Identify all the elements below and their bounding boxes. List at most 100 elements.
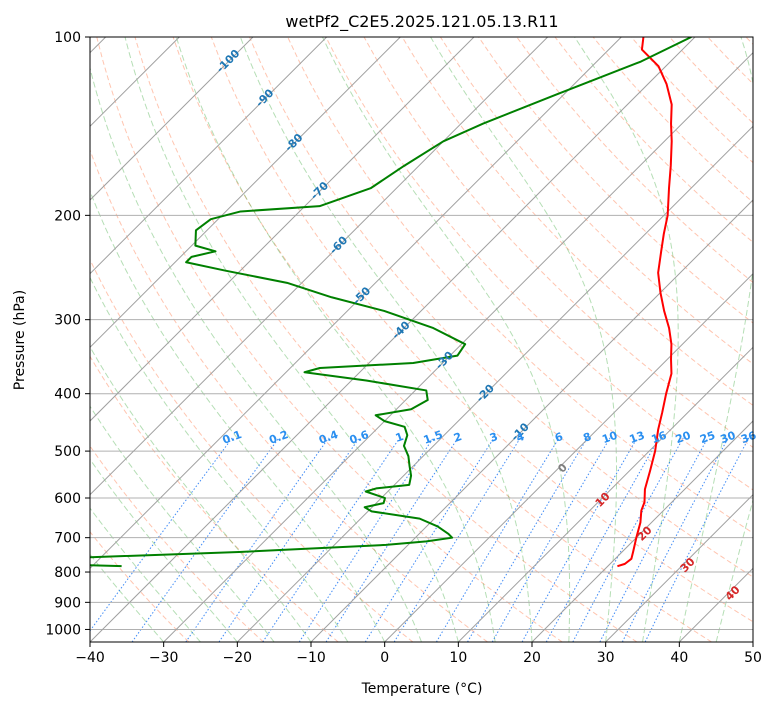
- x-tick-label: −40: [75, 650, 105, 666]
- y-axis: 100 200 300 400 500 600 700 800 900 1000: [45, 30, 90, 638]
- isotherm-gridline: [531, 420, 753, 642]
- mixing-ratio-label: 20: [674, 429, 693, 447]
- isotherm-gridline: [90, 37, 549, 496]
- x-tick-label: 40: [670, 650, 688, 666]
- y-tick-label: 700: [54, 531, 81, 547]
- mixing-ratio-line: [298, 437, 434, 642]
- mixing-ratio-label: 16: [650, 429, 669, 447]
- mixing-ratio-label: 3: [488, 430, 500, 445]
- y-tick-label: 300: [54, 313, 81, 329]
- y-tick-label: 200: [54, 208, 81, 224]
- moist-adiabat-line: [90, 405, 275, 642]
- grid-lines: [90, 37, 753, 642]
- mixing-ratio-label: 36: [739, 429, 758, 447]
- dry-adiabat-line: [325, 37, 753, 491]
- dry-adiabats: [90, 37, 753, 642]
- x-tick-label: −10: [296, 650, 326, 666]
- mixing-ratio-label: 6: [553, 430, 565, 445]
- moist-adiabat-line: [90, 507, 201, 642]
- moist-adiabat-line: [678, 37, 753, 642]
- isotherm-gridline: [457, 346, 753, 642]
- mixing-ratio-label: 0.1: [221, 428, 244, 447]
- mixing-ratio-label: 13: [628, 429, 647, 446]
- mixing-ratio-line: [621, 437, 729, 642]
- isotherm-gridline: [90, 37, 401, 349]
- isotherm-gridline: [163, 51, 753, 642]
- mixing-ratio-label: 0.6: [348, 428, 371, 447]
- y-axis-label: Pressure (hPa): [12, 290, 28, 390]
- isotherm-gridline: [90, 37, 696, 642]
- isotherm-gridline: [310, 199, 753, 642]
- moist-adiabat-line: [90, 276, 349, 642]
- dry-adiabat-line: [134, 37, 638, 642]
- mixing-ratio-line: [545, 437, 660, 642]
- mixing-ratio-label: 25: [698, 429, 717, 446]
- moist-adiabat-line: [322, 37, 571, 642]
- moist-adiabat-line: [90, 458, 238, 642]
- mixing-ratio-line: [435, 437, 560, 642]
- y-tick-label: 900: [54, 595, 81, 611]
- moist-adiabat-line: [90, 189, 386, 642]
- y-tick-label: 400: [54, 387, 81, 403]
- y-tick-label: 500: [54, 444, 81, 460]
- mixing-ratio-line: [491, 437, 611, 642]
- dry-adiabat-line: [90, 355, 339, 642]
- dry-adiabat-line: [516, 37, 753, 284]
- y-tick-label: 600: [54, 491, 81, 507]
- mixing-ratio-label: 0.2: [267, 428, 290, 447]
- mixing-ratio-label: 30: [719, 429, 738, 447]
- x-tick-label: −30: [149, 650, 179, 666]
- chart-title: wetPf2_C2E5.2025.121.05.13.R11: [285, 12, 558, 32]
- isotherm-gridline: [90, 37, 328, 275]
- mixing-ratio-line: [218, 437, 360, 642]
- isotherm-gridline: [90, 37, 622, 570]
- x-tick-label: 50: [744, 650, 762, 666]
- isotherm-gridline: [90, 37, 475, 422]
- dry-adiabat-line: [172, 37, 712, 642]
- mixing-ratio-label: 0.4: [317, 428, 340, 447]
- x-tick-label: 10: [449, 650, 467, 666]
- moist-adiabat-line: [90, 345, 312, 642]
- dry-adiabat-line: [90, 445, 264, 642]
- isotherm-gridline: [236, 125, 753, 642]
- moist-adiabat-line: [430, 37, 618, 642]
- x-tick-label: −20: [223, 650, 253, 666]
- moist-adiabat-line: [90, 553, 165, 642]
- mixing-ratio-label: 1: [394, 430, 406, 445]
- moist-adiabat-line: [239, 37, 533, 642]
- moist-adiabat-line: [90, 66, 422, 642]
- mixing-ratio-line: [521, 437, 638, 642]
- dry-adiabat-line: [401, 37, 753, 406]
- mixing-ratio-line: [467, 437, 588, 642]
- dry-adiabat-line: [96, 37, 563, 642]
- moist-adiabat-line: [175, 37, 496, 642]
- y-tick-label: 1000: [45, 622, 81, 638]
- mixing-ratio-label: 1.5: [422, 428, 445, 447]
- mixing-ratio-line: [325, 437, 459, 642]
- moist-adiabat-line: [574, 37, 679, 642]
- x-axis-label: Temperature (°C): [361, 681, 483, 697]
- mixing-ratio-label: 4: [514, 430, 526, 445]
- dry-adiabat-line: [210, 37, 753, 623]
- mixing-ratio-line: [364, 437, 495, 642]
- mixing-ratio-label: 8: [581, 430, 593, 445]
- mixing-ratio-label: 2: [452, 430, 464, 445]
- x-tick-label: 30: [597, 650, 615, 666]
- dewpoint-profile-line: [90, 37, 692, 568]
- plot-frame: [89, 36, 754, 643]
- mixing-ratio-line: [262, 437, 401, 642]
- x-tick-label: 20: [523, 650, 541, 666]
- mixing-ratio-label: 10: [600, 429, 619, 447]
- mixing-ratio-line: [90, 437, 233, 632]
- dry-adiabat-line: [90, 148, 488, 642]
- y-tick-label: 100: [54, 30, 81, 46]
- isotherm-gridline: [605, 493, 753, 642]
- isotherm-gridline: [384, 272, 753, 642]
- x-tick-label: 0: [380, 650, 389, 666]
- dry-adiabat-line: [249, 37, 753, 578]
- isotherm-gridline: [90, 37, 254, 201]
- temperature-profile-line: [617, 37, 673, 568]
- mixing-ratio-line: [644, 437, 750, 642]
